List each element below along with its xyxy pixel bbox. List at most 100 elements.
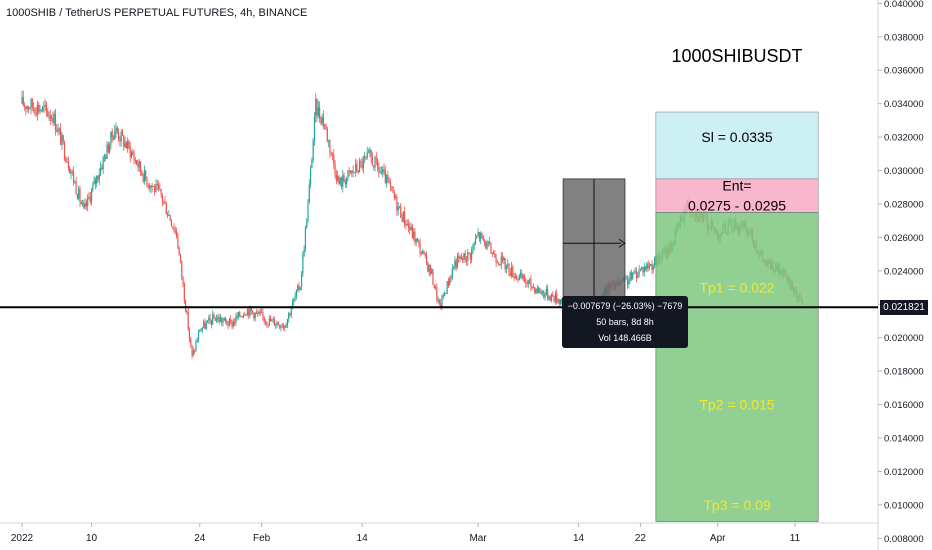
candle-body [541,291,544,293]
candle-body [261,312,263,314]
time-tick-label: Feb [253,533,271,544]
candle-body [36,104,39,115]
candle-body [142,174,144,182]
candle-body [643,266,645,273]
candle-body [72,171,75,183]
candle-body [317,107,319,116]
candle-body [543,291,545,298]
tp2-label: Tp2 = 0.015 [699,397,774,413]
candle-body [490,242,492,254]
candle-body [335,174,337,181]
candle-body [485,242,487,249]
candle-body [139,161,142,172]
candle-body [48,115,50,117]
candle-body [169,215,171,221]
candle-body [530,279,532,287]
candle-body [106,144,108,159]
candle-body [134,160,136,161]
candle-body [49,115,51,119]
candle-body [31,99,33,108]
candle-body [370,150,372,158]
candle-body [44,104,46,107]
candle-body [27,106,30,109]
candle-body [523,275,526,283]
candle-body [262,312,264,317]
candle-body [398,206,401,207]
candle-body [494,253,496,258]
price-tick-label: 0.020000 [884,333,924,344]
candle-body [279,325,281,328]
candle-body [351,170,353,173]
candle-body [257,312,259,314]
candle-body [80,202,82,205]
time-tick-label: 24 [194,533,206,544]
candle-body [411,226,413,238]
candle-body [227,324,229,326]
candle-body [114,131,116,140]
candle-body [132,151,134,156]
candle-body [652,265,654,270]
candle-body [267,324,269,326]
candle-body [123,135,125,147]
candle-body [441,295,443,308]
candle-body [361,161,363,169]
candle-body [187,311,189,330]
candle-body [380,171,383,173]
time-tick-label: Mar [469,533,487,544]
candle-body [534,287,536,294]
candle-body [201,327,203,330]
candle-body [35,113,37,115]
candle-body [629,272,631,281]
candle-body [62,135,64,142]
candle-body [74,181,76,183]
candle-body [90,189,93,202]
tp3-label: Tp3 = 0.09 [703,497,771,513]
candle-body [160,188,162,195]
candle-body [527,280,529,284]
candle-body [425,254,428,263]
candle-body [176,231,178,237]
candle-body [200,329,202,332]
candle-body [43,106,45,108]
candle-body [297,285,299,290]
candle-body [56,130,58,132]
candle-body [89,197,91,202]
candle-body [99,167,102,175]
candle-body [410,226,412,231]
candle-body [212,314,214,325]
time-axis[interactable]: 2022 10 24 Feb 14 Mar 14 22 Apr 11 [0,522,878,544]
price-tick-label: 0.008000 [884,534,924,545]
annotations: 1000SHIBUSDT Sl = 0.0335 Ent= 0.0275 - 0.02… [0,46,878,513]
candle-body [22,97,24,106]
candle-body [157,184,160,189]
price-tick-label: 0.038000 [884,32,924,43]
candle-body [312,140,314,161]
candle-body [487,241,489,243]
candle-body [525,282,527,284]
take-profit-zone [655,212,819,522]
candle-body [414,231,416,243]
candle-body [109,145,111,153]
candle-body [626,278,629,285]
price-tick-label: 0.036000 [884,66,924,77]
candle-body [29,108,31,110]
candle-body [170,220,173,227]
symbol-title[interactable]: 1000SHIB / TetherUS PERPETUAL FUTURES, 4… [6,7,308,19]
candle-body [469,253,471,260]
price-tick-label: 0.024000 [884,266,924,277]
candle-body [641,267,643,269]
candle-body [165,203,167,215]
candle-body [300,273,303,288]
candle-body [304,227,307,250]
candle-body [554,293,556,302]
candle-body [328,140,330,142]
candle-body [233,321,236,324]
candle-body [268,318,270,325]
price-axis[interactable]: 0.040000 0.038000 0.036000 0.034000 0.032000… [877,0,924,550]
candle-body [78,188,80,199]
candle-body [54,113,57,131]
candle-body [69,168,71,174]
candle-body [352,170,354,173]
candle-body [179,253,182,262]
